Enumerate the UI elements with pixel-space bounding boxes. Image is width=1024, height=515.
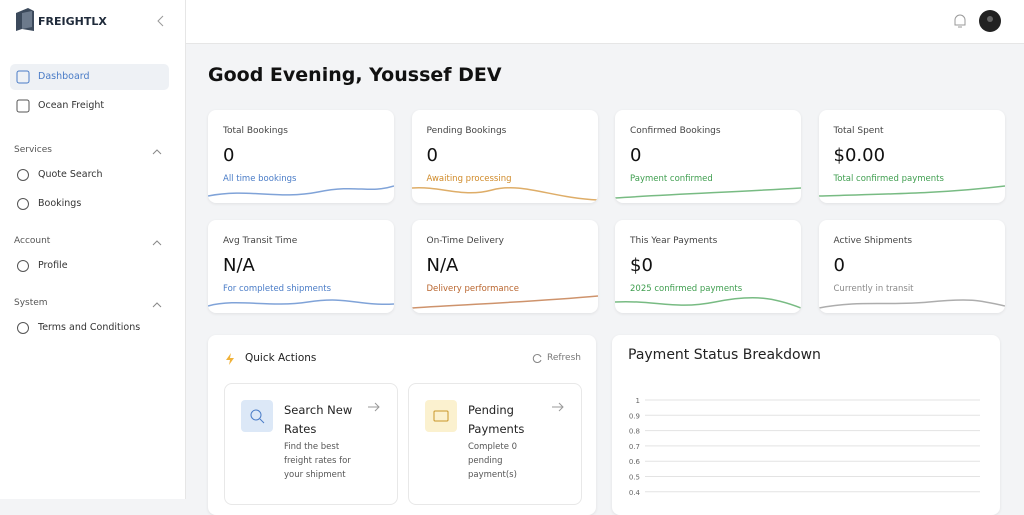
y-tick-label: 0.8: [629, 428, 640, 436]
sparkline: [615, 187, 801, 199]
nav-item[interactable]: Profile: [38, 260, 68, 271]
stat-value: $0: [630, 255, 653, 276]
top-bar: [186, 0, 1024, 44]
stat-subtitle: For completed shipments: [223, 284, 332, 294]
quick-actions-title: Quick Actions: [245, 352, 317, 364]
stat-label: Total Spent: [833, 126, 884, 136]
stat-card: On-Time Delivery N/A Delivery performance: [411, 220, 598, 313]
bolt-icon: [226, 353, 234, 365]
nav-icon: [17, 322, 29, 334]
sparkline: [615, 297, 801, 309]
section-chevron[interactable]: [152, 148, 162, 156]
stat-value: 0: [223, 145, 235, 166]
collapse-button[interactable]: [156, 14, 166, 28]
action-icon: [241, 400, 273, 432]
nav-item[interactable]: Terms and Conditions: [38, 322, 141, 333]
nav-item[interactable]: Dashboard: [10, 64, 169, 90]
action-title: Pending Payments: [468, 403, 525, 436]
stat-label: Pending Bookings: [426, 126, 507, 136]
section-title[interactable]: System: [14, 298, 48, 308]
stat-card: Pending Bookings 0 Awaiting processing: [411, 110, 598, 203]
stat-card: Total Bookings 0 All time bookings: [208, 110, 394, 203]
stat-label: On-Time Delivery: [426, 236, 504, 246]
stat-card: Avg Transit Time N/A For completed shipmen…: [208, 220, 394, 313]
refresh-icon: [532, 354, 542, 363]
sparkline: [208, 185, 394, 197]
stat-label: Active Shipments: [833, 236, 913, 246]
action-icon: [425, 400, 457, 432]
y-tick-label: 0.6: [629, 458, 641, 466]
logo-text: FREIGHTLX: [38, 15, 107, 28]
y-tick-label: 0.4: [629, 489, 641, 497]
logo-icon: [16, 8, 34, 31]
nav-item[interactable]: Bookings: [38, 198, 82, 209]
action-desc: Complete 0 pending payment(s): [468, 442, 518, 480]
section-title[interactable]: Account: [14, 236, 51, 246]
stat-label: Confirmed Bookings: [630, 126, 721, 136]
nav-icon: [16, 70, 30, 84]
y-tick-label: 0.5: [629, 474, 640, 482]
stat-subtitle: 2025 confirmed payments: [630, 284, 743, 294]
stat-card: Confirmed Bookings 0 Payment confirmed: [615, 110, 801, 203]
sparkline: [208, 299, 394, 307]
quick-action-card[interactable]: Search New Rates Find the best freight ra…: [224, 383, 398, 505]
section-chevron[interactable]: [152, 301, 162, 309]
stat-subtitle: Awaiting processing: [426, 174, 512, 184]
section-title[interactable]: Services: [14, 145, 52, 155]
refresh-button[interactable]: Refresh: [547, 353, 581, 363]
greeting: Good Evening, Youssef DEV: [208, 64, 502, 86]
stat-card: Active Shipments 0 Currently in transit: [818, 220, 1005, 313]
stat-subtitle: Payment confirmed: [630, 174, 713, 184]
stat-subtitle: Currently in transit: [833, 284, 914, 294]
nav-item[interactable]: Ocean Freight: [38, 100, 105, 111]
stat-card: This Year Payments $0 2025 confirmed payme…: [615, 220, 801, 313]
stat-value: 0: [833, 255, 845, 276]
stat-value: 0: [426, 145, 438, 166]
stat-label: Total Bookings: [223, 126, 288, 136]
action-desc: Find the best freight rates for your shi…: [284, 442, 351, 480]
stat-subtitle: All time bookings: [223, 174, 297, 184]
y-tick-label: 0.9: [629, 412, 640, 420]
stat-card: Total Spent $0.00 Total confirmed payments: [818, 110, 1005, 203]
sparkline: [818, 185, 1005, 197]
payment-chart-panel: Payment Status Breakdown 1 0.9 0.8 0.7 0.6 0.…: [612, 335, 1000, 515]
quick-action-card[interactable]: Pending Payments Complete 0 pending payme…: [408, 383, 582, 505]
stat-subtitle: Total confirmed payments: [833, 174, 944, 184]
section-chevron[interactable]: [152, 239, 162, 247]
chart: 1 0.9 0.8 0.7 0.6 0.5 0.4: [629, 397, 980, 497]
nav-item[interactable]: Quote Search: [38, 169, 103, 180]
sidebar: FREIGHTLX Dashboard Ocean Freight Services…: [0, 0, 186, 499]
arrow-icon: [552, 402, 564, 412]
sparkline: [411, 187, 598, 201]
stat-subtitle: Delivery performance: [426, 284, 519, 294]
nav-icon: [17, 169, 29, 181]
avatar[interactable]: [978, 9, 1002, 33]
nav-icon: [16, 99, 30, 113]
notification-bell[interactable]: [952, 12, 968, 30]
action-title: Search New Rates: [284, 403, 353, 436]
stat-value: $0.00: [833, 145, 886, 166]
y-tick-label: 1: [636, 397, 640, 405]
nav-icon: [17, 198, 29, 210]
nav-icon: [17, 260, 29, 272]
stat-label: Avg Transit Time: [223, 236, 298, 246]
stat-value: N/A: [426, 255, 459, 276]
quick-actions-panel: Quick Actions Refresh Search New Rates Fi…: [208, 335, 596, 515]
sparkline: [411, 295, 598, 309]
y-tick-label: 0.7: [629, 443, 640, 451]
stat-value: N/A: [223, 255, 255, 276]
sparkline: [818, 299, 1005, 309]
arrow-icon: [368, 402, 380, 412]
stat-value: 0: [630, 145, 642, 166]
chart-title: Payment Status Breakdown: [628, 347, 821, 363]
stat-label: This Year Payments: [630, 236, 718, 246]
